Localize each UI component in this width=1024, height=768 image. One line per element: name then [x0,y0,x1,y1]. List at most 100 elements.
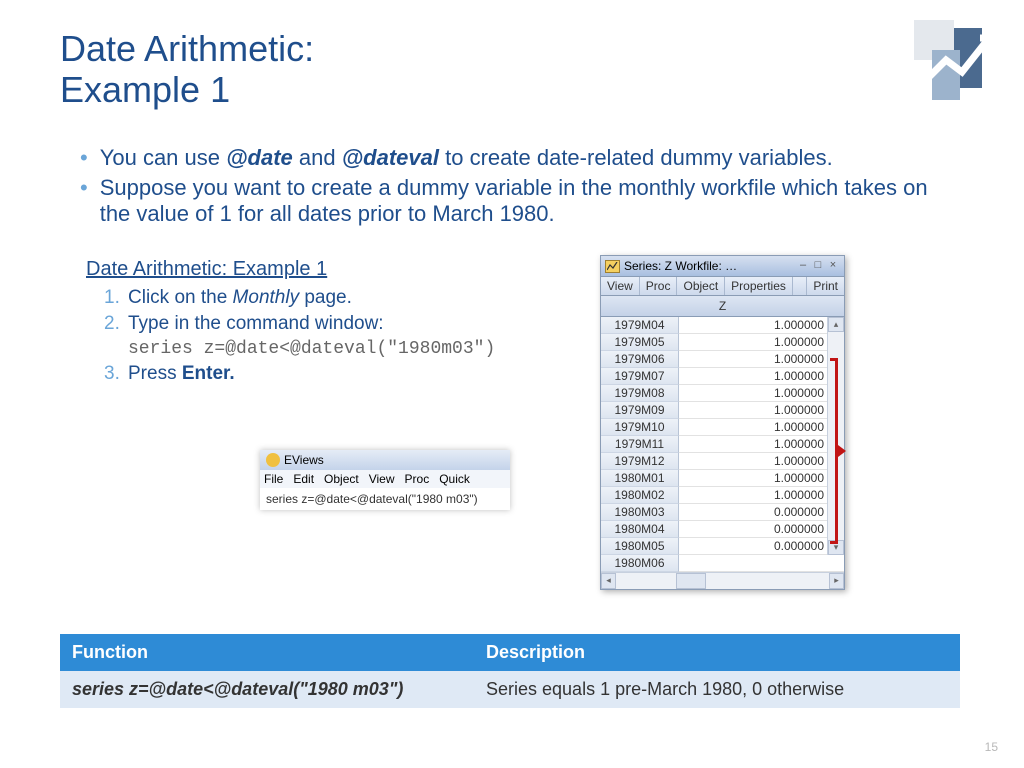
row-value [679,555,844,572]
code-line: series z=@date<@dateval("1980m03") [128,339,566,359]
row-date: 1979M10 [601,419,679,436]
table-row: 1980M050.000000 [601,538,844,555]
eviews-title: EViews [284,453,324,467]
bullet-dot: • [80,175,88,227]
table-header-row: Function Description [60,634,960,671]
table-row: 1979M081.000000 [601,385,844,402]
eviews-app-icon [266,453,280,467]
scroll-left-icon[interactable]: ◂ [601,573,616,589]
maximize-icon[interactable]: □ [811,260,825,272]
eviews-mini-window: EViews File Edit Object View Proc Quick … [260,450,510,510]
logo [914,20,994,100]
row-value: 1.000000 [679,402,844,419]
page-number: 15 [985,740,998,754]
toolbar-properties[interactable]: Properties [725,277,793,295]
row-date: 1979M05 [601,334,679,351]
toolbar-object[interactable]: Object [677,277,725,295]
menu-edit[interactable]: Edit [293,472,314,486]
menu-view[interactable]: View [369,472,395,486]
series-toolbar: View Proc Object Properties Print [601,277,844,296]
bullet-2-text: Suppose you want to create a dummy varia… [100,175,950,227]
row-value: 1.000000 [679,419,844,436]
table-row: 1979M091.000000 [601,402,844,419]
table-row: 1980M06 [601,555,844,572]
row-value: 1.000000 [679,334,844,351]
td-function: series z=@date<@dateval("1980 m03") [60,671,474,708]
minimize-icon[interactable]: – [796,260,810,272]
row-date: 1979M12 [601,453,679,470]
table-row: 1979M111.000000 [601,436,844,453]
row-value: 1.000000 [679,368,844,385]
row-value: 1.000000 [679,487,844,504]
table-row: 1980M021.000000 [601,487,844,504]
bullet-list: • You can use @date and @dateval to crea… [80,145,950,231]
scroll-up-icon[interactable]: ▴ [828,317,844,332]
menu-quick[interactable]: Quick [439,472,470,486]
table-row: 1980M040.000000 [601,521,844,538]
row-value: 0.000000 [679,504,844,521]
command-input[interactable]: series z=@date<@dateval("1980 m03") [260,488,510,510]
row-value: 0.000000 [679,521,844,538]
title-line2: Example 1 [60,69,230,110]
row-date: 1980M02 [601,487,679,504]
row-date: 1980M03 [601,504,679,521]
data-grid: 1979M041.0000001979M051.0000001979M061.0… [601,317,844,572]
toolbar-print[interactable]: Print [806,277,844,295]
series-titlebar: Series: Z Workfile: … – □ × [601,256,844,277]
th-description: Description [474,634,960,671]
bullet-dot: • [80,145,88,171]
slide-title: Date Arithmetic: Example 1 [60,28,314,111]
row-date: 1980M01 [601,470,679,487]
table-row: 1980M030.000000 [601,504,844,521]
row-date: 1980M04 [601,521,679,538]
column-header: Z [601,296,844,317]
menu-proc[interactable]: Proc [405,472,430,486]
td-description: Series equals 1 pre-March 1980, 0 otherw… [474,671,960,708]
highlight-bracket [830,358,838,544]
eviews-menubar: File Edit Object View Proc Quick [260,470,510,488]
step-2: 2. Type in the command window: [104,313,566,335]
scroll-thumb[interactable] [676,573,706,589]
row-date: 1979M11 [601,436,679,453]
steps-block: Date Arithmetic: Example 1 1. Click on t… [86,258,566,389]
row-value: 1.000000 [679,453,844,470]
step-1: 1. Click on the Monthly page. [104,287,566,309]
table-row: 1979M071.000000 [601,368,844,385]
eviews-titlebar: EViews [260,450,510,470]
row-date: 1979M09 [601,402,679,419]
menu-file[interactable]: File [264,472,283,486]
series-icon [605,260,620,273]
row-date: 1979M06 [601,351,679,368]
row-date: 1980M06 [601,555,679,572]
table-row: 1980M011.000000 [601,470,844,487]
close-icon[interactable]: × [826,260,840,272]
scroll-right-icon[interactable]: ▸ [829,573,844,589]
table-row: 1979M061.000000 [601,351,844,368]
table-row: 1979M051.000000 [601,334,844,351]
table-row: 1979M121.000000 [601,453,844,470]
row-value: 1.000000 [679,351,844,368]
function-table: Function Description series z=@date<@dat… [60,634,960,708]
row-value: 1.000000 [679,436,844,453]
row-date: 1979M08 [601,385,679,402]
table-row: 1979M041.000000 [601,317,844,334]
toolbar-proc[interactable]: Proc [640,277,678,295]
steps-title: Date Arithmetic: Example 1 [86,258,566,281]
toolbar-view[interactable]: View [601,277,640,295]
row-date: 1980M05 [601,538,679,555]
bullet-1: • You can use @date and @dateval to crea… [80,145,950,171]
row-value: 0.000000 [679,538,844,555]
highlight-bracket-tip [838,445,846,457]
series-window: Series: Z Workfile: … – □ × View Proc Ob… [600,255,845,590]
menu-object[interactable]: Object [324,472,359,486]
title-line1: Date Arithmetic: [60,28,314,69]
table-row: series z=@date<@dateval("1980 m03") Seri… [60,671,960,708]
row-value: 1.000000 [679,317,844,334]
bullet-2: • Suppose you want to create a dummy var… [80,175,950,227]
table-row: 1979M101.000000 [601,419,844,436]
scrollbar-horizontal[interactable]: ◂ ▸ [601,572,844,589]
row-date: 1979M04 [601,317,679,334]
th-function: Function [60,634,474,671]
row-date: 1979M07 [601,368,679,385]
series-title-text: Series: Z Workfile: … [624,259,737,273]
